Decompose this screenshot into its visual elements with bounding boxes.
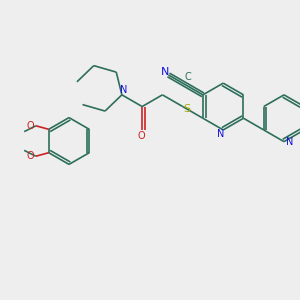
Text: O: O bbox=[137, 131, 145, 141]
Text: N: N bbox=[120, 85, 128, 95]
Text: N: N bbox=[161, 67, 170, 77]
Text: N: N bbox=[217, 129, 224, 140]
Text: N: N bbox=[286, 136, 293, 147]
Text: C: C bbox=[185, 72, 191, 82]
Text: O: O bbox=[27, 151, 34, 161]
Text: O: O bbox=[27, 121, 34, 131]
Text: S: S bbox=[184, 104, 191, 114]
